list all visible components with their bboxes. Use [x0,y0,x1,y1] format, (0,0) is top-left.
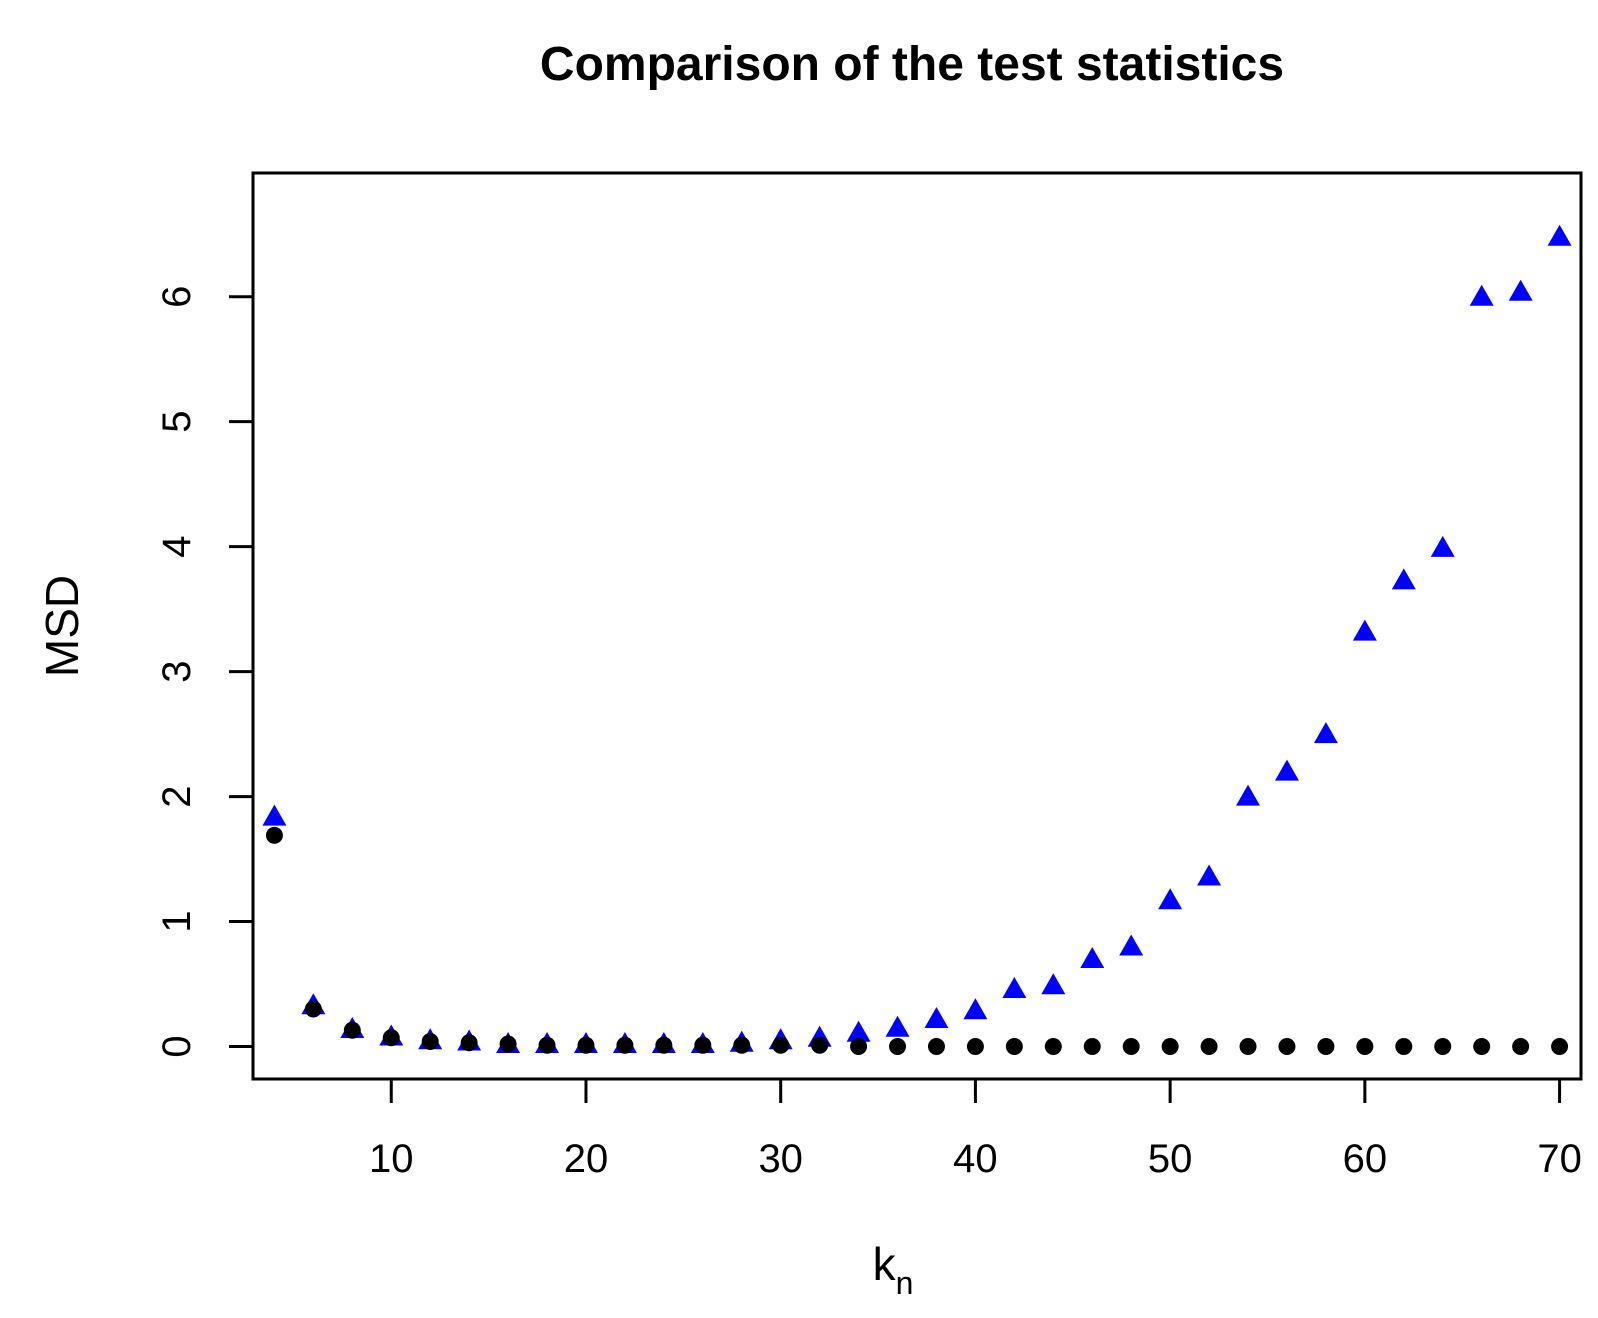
circle-point [694,1036,712,1054]
circle-point [265,826,283,844]
data-points [262,224,1572,1056]
circle-point [889,1038,907,1056]
circle-point [772,1036,790,1054]
x-tick-label: 70 [1537,1137,1582,1181]
triangle-point [963,998,988,1020]
circle-point [655,1036,673,1054]
triangle-point [262,804,287,826]
x-axis-label-main: k [873,1238,897,1290]
triangle-point [1197,864,1222,886]
circle-point [1356,1038,1374,1056]
y-tick-label: 0 [155,1035,199,1057]
triangle-point [1391,568,1416,590]
circle-point [1278,1038,1296,1056]
circle-point [1044,1038,1062,1056]
circle-point [966,1038,984,1056]
circle-point [577,1036,595,1054]
circle-point [1005,1038,1023,1056]
y-tick-label: 3 [155,660,199,682]
triangle-point [1508,279,1533,301]
circle-point [382,1029,400,1047]
triangle-point [1158,888,1183,910]
circle-point [850,1038,868,1056]
circle-point [1395,1038,1413,1056]
circle-point [499,1035,517,1053]
circle-point [343,1021,361,1039]
circle-point [1551,1038,1569,1056]
triangle-point [1352,619,1377,641]
circle-point [733,1036,751,1054]
circle-point [538,1036,556,1054]
x-axis-label-subscript: n [896,1265,914,1301]
triangle-point [1002,977,1027,999]
circle-point [1317,1038,1335,1056]
y-axis-label: MSD [36,575,88,677]
x-tick-label: 10 [369,1137,414,1181]
triangle-point [1469,284,1494,306]
x-tick-label: 20 [564,1137,609,1181]
circle-point [1473,1038,1491,1056]
triangle-point [1041,973,1066,995]
circle-point [1512,1038,1530,1056]
triangle-point [1236,784,1261,806]
x-tick-label: 60 [1343,1137,1388,1181]
circle-point [927,1038,945,1056]
triangle-point [1313,722,1338,744]
circle-point [421,1033,439,1051]
plot-frame [251,171,1583,1081]
circle-point [460,1034,478,1052]
y-tick-label: 5 [155,411,199,433]
y-axis: 0 1 2 3 4 5 6 [155,286,255,1058]
triangle-point [1430,535,1455,557]
x-tick-label: 40 [953,1137,998,1181]
triangle-point [846,1020,871,1042]
circle-point [811,1036,829,1054]
triangle-point [924,1007,949,1029]
circle-point [1434,1038,1452,1056]
chart-title: Comparison of the test statistics [540,38,1284,91]
y-tick-label: 6 [155,286,199,308]
y-tick-label: 2 [155,785,199,807]
x-tick-label: 50 [1148,1137,1193,1181]
triangle-point [885,1015,910,1037]
triangle-point [1274,759,1299,781]
circle-point [1239,1038,1257,1056]
circle-point [1161,1038,1179,1056]
triangle-point [1080,947,1105,969]
y-tick-label: 4 [155,536,199,558]
circle-point [1122,1038,1140,1056]
x-axis-label: kn [873,1238,914,1301]
circle-point [1083,1038,1101,1056]
circle-point [304,1000,322,1018]
triangle-point [1547,224,1572,246]
y-tick-label: 1 [155,910,199,932]
triangle-point [1119,934,1144,956]
circle-point [616,1036,634,1054]
x-axis: 10 20 30 40 50 60 70 [369,1077,1582,1181]
x-tick-label: 30 [758,1137,803,1181]
circle-point [1200,1038,1218,1056]
